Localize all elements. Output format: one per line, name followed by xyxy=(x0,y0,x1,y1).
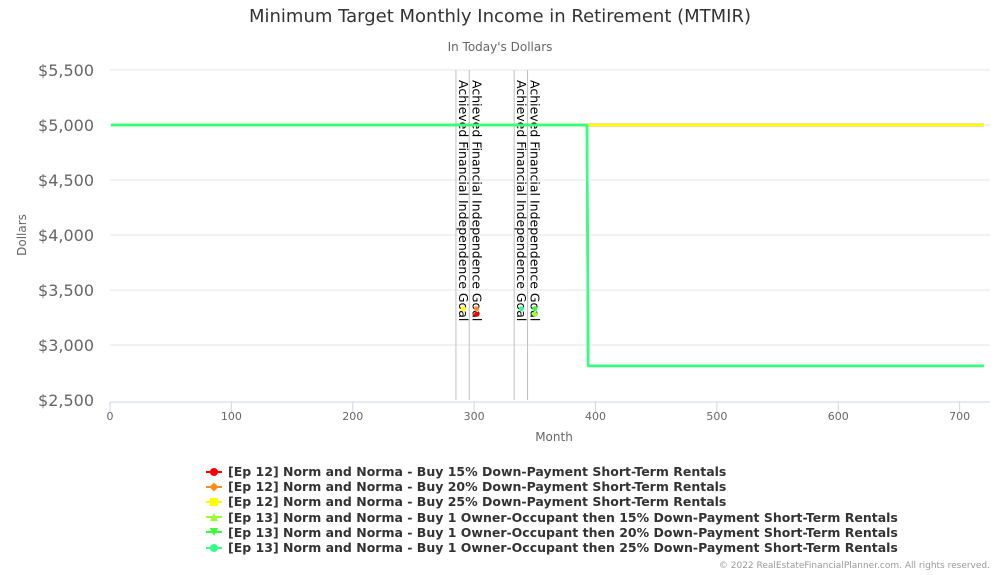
goal-plot-line-label: Achieved Financial Independence Goal xyxy=(456,80,471,321)
goal-marker xyxy=(474,311,480,317)
x-tick-label: 600 xyxy=(828,410,849,423)
x-axis-title: Month xyxy=(535,430,573,444)
legend-item[interactable]: [Ep 12] Norm and Norma - Buy 15% Down-Pa… xyxy=(206,464,898,479)
chart-subtitle: In Today's Dollars xyxy=(447,40,553,54)
legend-item-label: [Ep 12] Norm and Norma - Buy 20% Down-Pa… xyxy=(228,479,727,495)
copyright-credit: © 2022 RealEstateFinancialPlanner.com. A… xyxy=(718,561,990,571)
series-line xyxy=(111,123,984,368)
legend-symbol-icon xyxy=(206,543,222,553)
y-tick-label: $3,000 xyxy=(38,336,94,355)
legend-symbol-icon xyxy=(206,527,222,537)
legend-symbol-icon xyxy=(206,482,222,492)
goal-marker xyxy=(532,306,538,312)
legend-symbol-icon xyxy=(206,467,222,477)
goal-marker xyxy=(532,311,538,317)
x-tick-label: 500 xyxy=(706,410,727,423)
legend-item-label: [Ep 13] Norm and Norma - Buy 1 Owner-Occ… xyxy=(228,509,898,525)
legend-item-label: [Ep 13] Norm and Norma - Buy 1 Owner-Occ… xyxy=(228,524,898,540)
y-axis-title: Dollars xyxy=(15,214,29,256)
series-line xyxy=(111,123,984,368)
x-tick-label: 400 xyxy=(585,410,606,423)
legend-item[interactable]: [Ep 12] Norm and Norma - Buy 25% Down-Pa… xyxy=(206,494,898,509)
y-tick-label: $5,000 xyxy=(38,116,94,135)
legend-item-label: [Ep 12] Norm and Norma - Buy 25% Down-Pa… xyxy=(228,494,727,510)
chart-title: Minimum Target Monthly Income in Retirem… xyxy=(248,6,752,27)
x-tick-label: 200 xyxy=(342,410,363,423)
y-tick-label: $5,500 xyxy=(38,61,94,80)
legend-item[interactable]: [Ep 12] Norm and Norma - Buy 20% Down-Pa… xyxy=(206,479,898,494)
legend-symbol-icon xyxy=(206,512,222,522)
legend-item[interactable]: [Ep 13] Norm and Norma - Buy 1 Owner-Occ… xyxy=(206,525,898,540)
y-tick-label: $4,000 xyxy=(38,226,94,245)
legend-item[interactable]: [Ep 13] Norm and Norma - Buy 1 Owner-Occ… xyxy=(206,510,898,525)
y-tick-label: $4,500 xyxy=(38,171,94,190)
legend-item-label: [Ep 12] Norm and Norma - Buy 15% Down-Pa… xyxy=(228,464,727,479)
goal-plot-line-label: Achieved Financial Independence Goal xyxy=(514,80,529,321)
legend-symbol-icon xyxy=(206,497,222,507)
y-tick-label: $2,500 xyxy=(38,391,94,410)
goal-marker xyxy=(460,306,466,312)
x-tick-label: 100 xyxy=(221,410,242,423)
legend-item-label: [Ep 13] Norm and Norma - Buy 1 Owner-Occ… xyxy=(228,539,898,555)
goal-plot-line-label: Achieved Financial Independence Goal xyxy=(528,80,543,321)
y-tick-label: $3,500 xyxy=(38,281,94,300)
series-line xyxy=(111,123,984,368)
x-tick-label: 300 xyxy=(464,410,485,423)
chart-legend: [Ep 12] Norm and Norma - Buy 15% Down-Pa… xyxy=(206,464,898,555)
goal-plot-line-label: Achieved Financial Independence Goal xyxy=(469,80,484,321)
x-tick-label: 700 xyxy=(949,410,970,423)
x-tick-label: 0 xyxy=(107,410,114,423)
goal-marker xyxy=(474,306,480,312)
goal-marker xyxy=(518,306,524,312)
legend-item[interactable]: [Ep 13] Norm and Norma - Buy 1 Owner-Occ… xyxy=(206,540,898,555)
